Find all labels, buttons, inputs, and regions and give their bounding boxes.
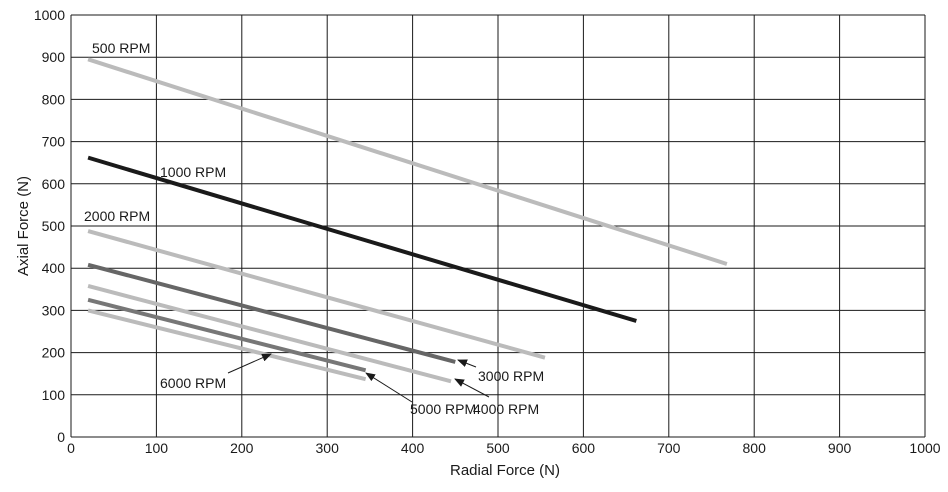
x-tick-label-8: 800	[743, 440, 767, 456]
x-axis-title: Radial Force (N)	[450, 462, 560, 479]
y-tick-label-7: 700	[42, 134, 66, 150]
series-label-2000-rpm: 2000 RPM	[84, 208, 150, 224]
y-tick-label-8: 800	[42, 91, 66, 107]
x-tick-label-1: 100	[145, 440, 169, 456]
x-tick-label-3: 300	[316, 440, 340, 456]
series-label-3000-rpm: 3000 RPM	[478, 368, 544, 384]
y-tick-label-0: 0	[57, 429, 65, 445]
series-label-500-rpm: 500 RPM	[92, 40, 150, 56]
series-label-1000-rpm: 1000 RPM	[160, 164, 226, 180]
y-tick-label-10: 1000	[34, 7, 65, 23]
y-tick-label-5: 500	[42, 218, 66, 234]
series-label-6000-rpm: 6000 RPM	[160, 375, 226, 391]
series-label-4000-rpm: 4000 RPM	[473, 401, 539, 417]
series-line-2000-rpm	[87, 229, 546, 360]
y-tick-label-4: 400	[42, 260, 66, 276]
y-tick-label-1: 100	[42, 387, 66, 403]
x-tick-label-10: 1000	[909, 440, 940, 456]
series-line-4000-rpm	[87, 283, 452, 384]
y-tick-label-9: 900	[42, 49, 66, 65]
series-arrow-3000-rpm	[457, 359, 477, 368]
y-tick-label-6: 600	[42, 176, 66, 192]
x-tick-label-4: 400	[401, 440, 425, 456]
series-line-1000-rpm	[87, 155, 637, 323]
x-tick-label-2: 200	[230, 440, 254, 456]
grid	[70, 14, 926, 438]
series-annotations: 500 RPM 1000 RPM 2000 RPM 3000 RPM 4000 RPM5…	[84, 40, 544, 417]
series-arrow-4000-rpm	[454, 378, 490, 398]
series-label-5000-rpm: 5000 RPM	[410, 401, 476, 417]
series-line-6000-rpm	[87, 308, 367, 382]
y-axis-title: Axial Force (N)	[15, 176, 32, 276]
series-lines	[87, 57, 728, 384]
x-tick-label-7: 700	[657, 440, 681, 456]
series-arrow-5000-rpm	[365, 372, 413, 403]
y-tick-label-3: 300	[42, 302, 66, 318]
x-tick-label-0: 0	[67, 440, 75, 456]
y-tick-label-2: 200	[42, 345, 66, 361]
series-line-3000-rpm	[87, 262, 456, 364]
x-tick-label-6: 600	[572, 440, 596, 456]
series-line-500-rpm	[87, 57, 728, 266]
tick-labels: 0 100 200 300 400 500 600 700 800 900 1000 0 100 200 3…	[34, 7, 941, 456]
series-line-5000-rpm	[87, 297, 367, 373]
x-tick-label-5: 500	[486, 440, 510, 456]
series-arrow-6000-rpm	[227, 353, 272, 374]
x-tick-label-9: 900	[828, 440, 852, 456]
